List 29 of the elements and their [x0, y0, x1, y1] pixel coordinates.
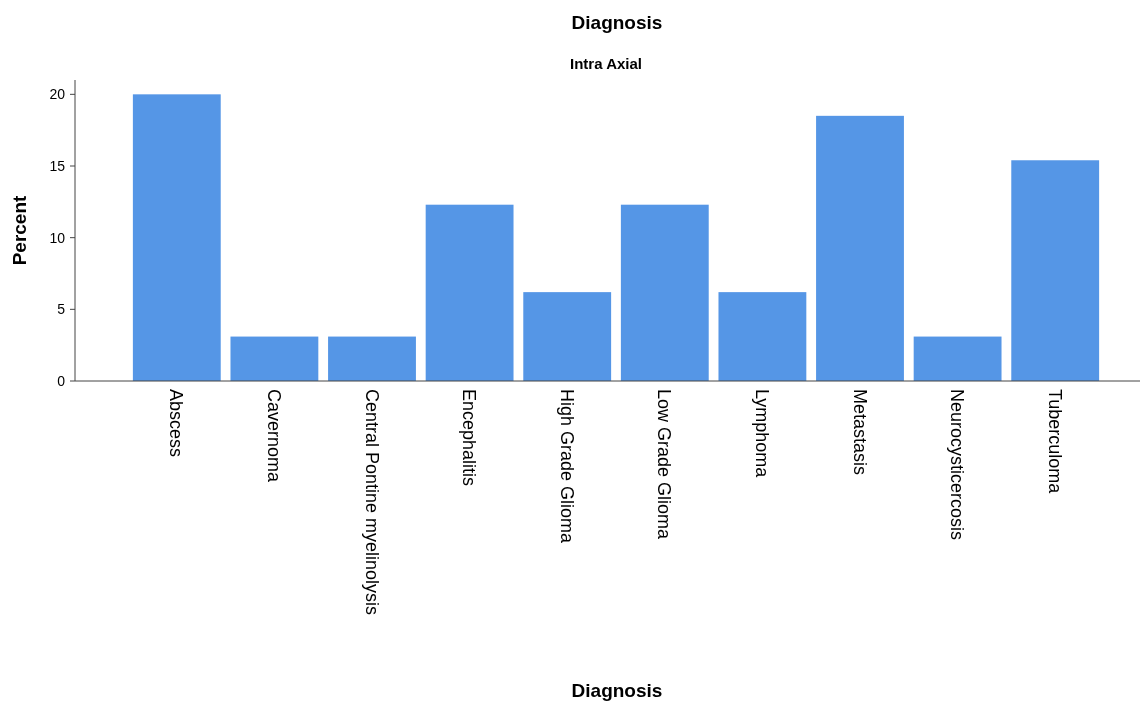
bar — [132, 94, 221, 381]
chart-title: Diagnosis — [571, 12, 663, 33]
y-tick-label: 15 — [49, 157, 66, 174]
y-tick-label: 20 — [49, 86, 66, 103]
x-tick-label: Abscess — [166, 389, 187, 458]
chart-subtitle: Intra Axial — [570, 55, 642, 72]
bar — [913, 336, 1002, 381]
x-tick-label: Low Grade Glioma — [654, 389, 675, 541]
bar — [620, 204, 709, 381]
x-tick-label: Metastasis — [849, 389, 870, 476]
bar — [523, 292, 612, 381]
bar — [718, 292, 807, 381]
y-tick-label: 10 — [49, 229, 66, 246]
y-tick-label: 0 — [57, 372, 66, 389]
y-axis-title: Percent — [9, 194, 30, 266]
bar — [1011, 160, 1100, 381]
x-tick-label: Encephalitis — [459, 389, 480, 487]
bar — [328, 336, 416, 381]
x-tick-label: Central Pontine myelinolysis — [361, 389, 382, 616]
bar — [425, 204, 514, 381]
x-tick-label: Cavernoma — [264, 389, 285, 484]
bar — [230, 336, 319, 381]
x-tick-label: Lymphoma — [752, 389, 773, 479]
x-tick-label: High Grade Glioma — [556, 389, 577, 545]
y-tick-label: 5 — [57, 301, 66, 318]
x-tick-label: Neurocysticercosis — [947, 389, 968, 541]
bar — [816, 115, 904, 381]
x-axis-title: Diagnosis — [571, 680, 663, 701]
x-tick-label: Tuberculoma — [1044, 389, 1065, 495]
